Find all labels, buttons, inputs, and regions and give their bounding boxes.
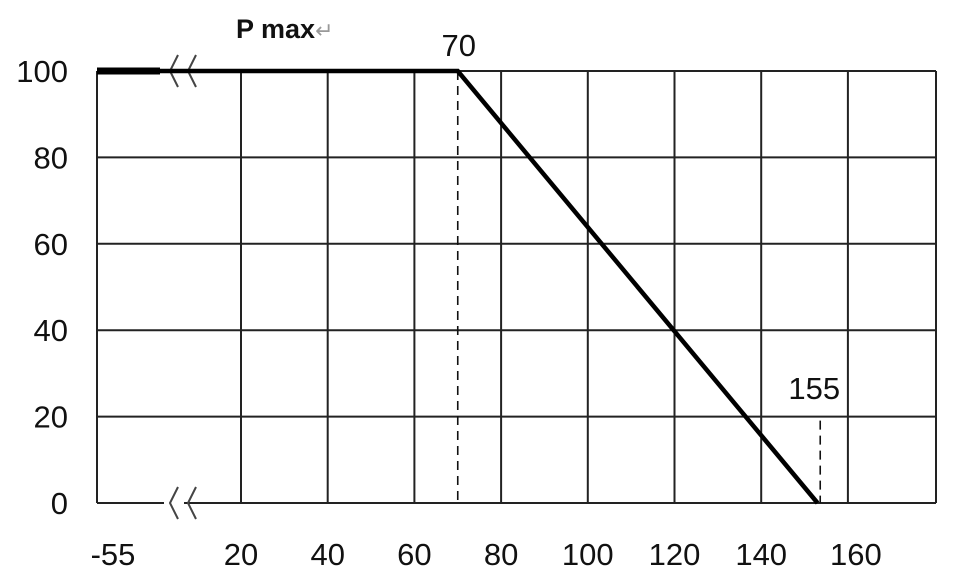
x-tick-label-100: 100 <box>562 537 614 572</box>
annotation-70: 70 <box>442 28 476 63</box>
x-tick-label-60: 60 <box>397 537 431 572</box>
y-tick-labels: 0 20 40 60 80 100 <box>16 54 68 521</box>
y-tick-label-80: 80 <box>34 140 68 175</box>
annotation-155: 155 <box>788 371 840 406</box>
y-tick-label-40: 40 <box>34 313 68 348</box>
annotations: 70 155 <box>442 28 841 406</box>
dashed-guides <box>456 71 822 503</box>
x-tick-label-20: 20 <box>224 537 258 572</box>
derating-line <box>97 68 820 505</box>
grid <box>96 70 937 504</box>
x-tick-label-80: 80 <box>484 537 518 572</box>
chart-title: P max↵ <box>236 14 334 44</box>
y-tick-label-60: 60 <box>34 227 68 262</box>
y-tick-label-100: 100 <box>16 54 68 89</box>
x-tick-label-40: 40 <box>310 537 344 572</box>
title-text: P max <box>236 14 315 44</box>
y-tick-label-20: 20 <box>34 400 68 435</box>
x-tick-label-160: 160 <box>830 537 882 572</box>
x-tick-label--55: -55 <box>91 537 136 572</box>
axis-break-icon <box>168 486 179 520</box>
series <box>97 67 820 505</box>
axis-break-icon <box>186 486 197 520</box>
axis-breaks <box>164 54 197 520</box>
return-symbol: ↵ <box>315 18 333 43</box>
axis-break-gap <box>164 499 184 507</box>
x-tick-label-140: 140 <box>735 537 787 572</box>
y-tick-label-0: 0 <box>51 486 68 521</box>
x-tick-label-120: 120 <box>649 537 701 572</box>
x-tick-labels: -55 20 40 60 80 100 120 140 160 <box>91 537 882 572</box>
